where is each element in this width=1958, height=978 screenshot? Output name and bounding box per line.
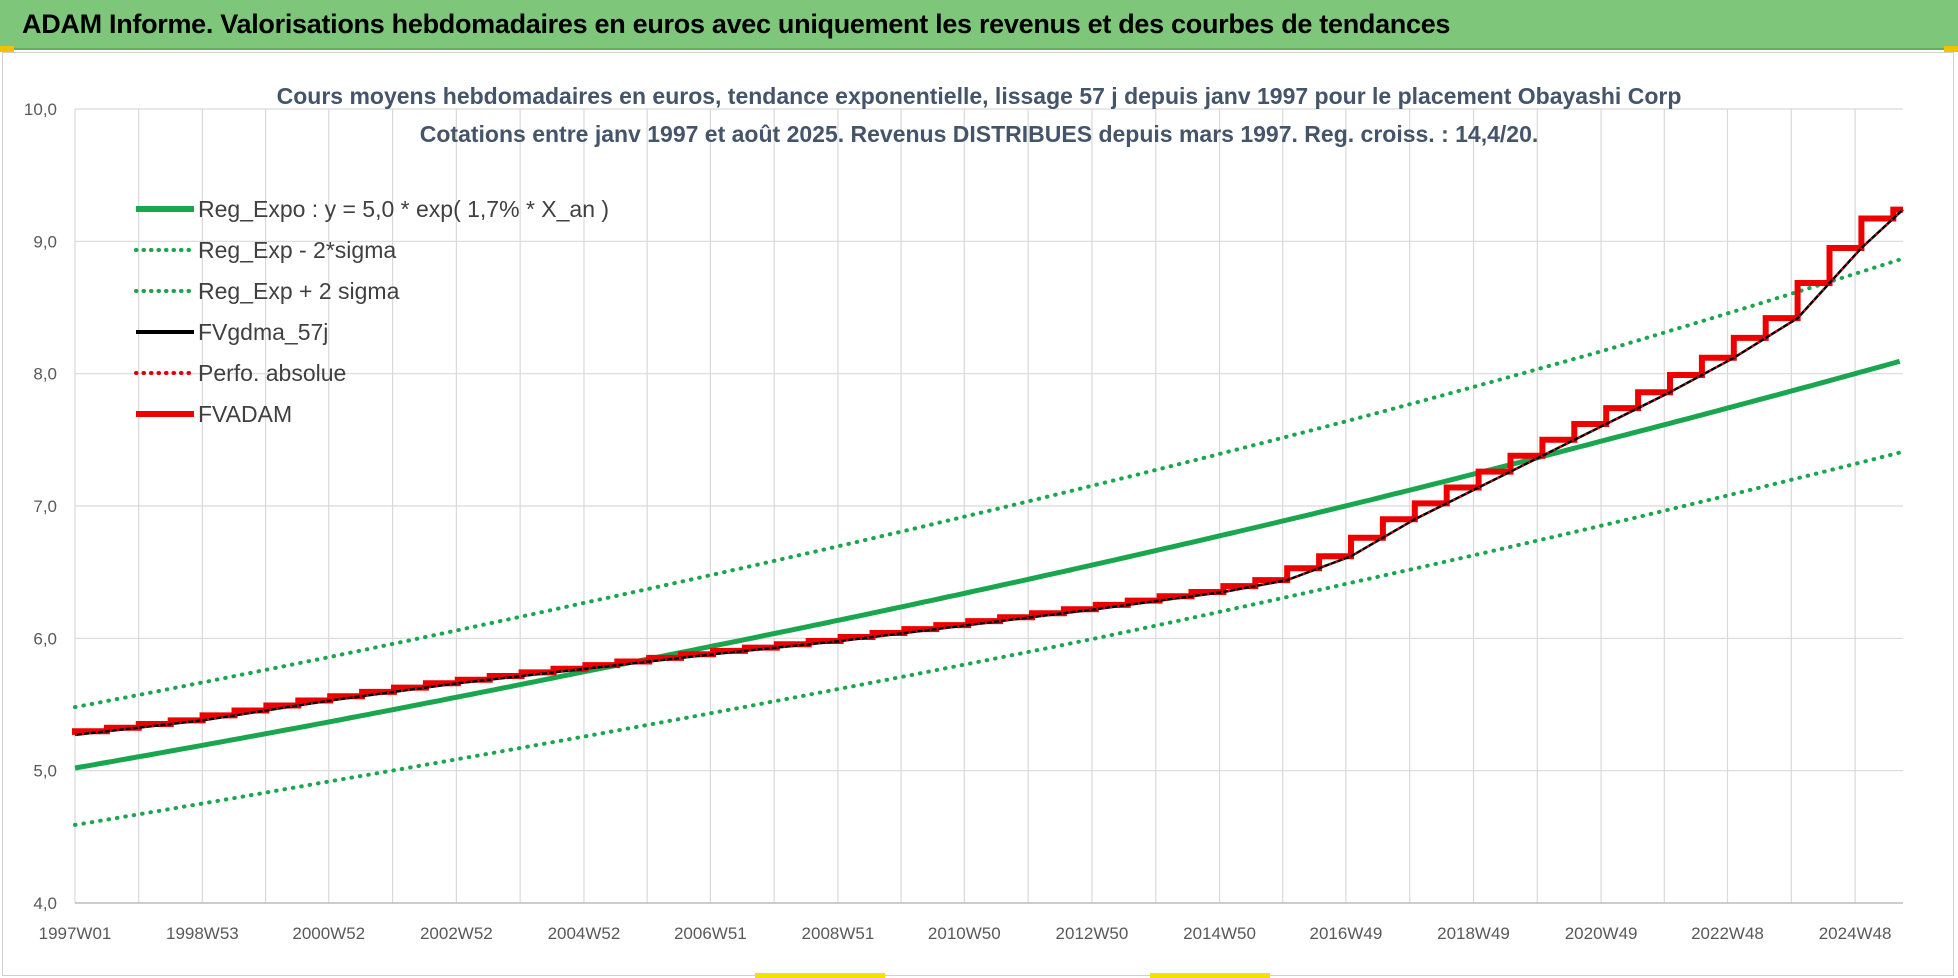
y-tick-label: 7,0 [33,497,57,516]
x-tick-label: 2022W48 [1691,924,1764,943]
x-tick-label: 2004W52 [548,924,621,943]
x-tick-label: 2016W49 [1310,924,1383,943]
x-tick-label: 2000W52 [292,924,365,943]
x-tick-label: 2014W50 [1183,924,1256,943]
chart-subtitle: Cotations entre janv 1997 et août 2025. … [420,121,1539,147]
header-banner: ADAM Informe. Valorisations hebdomadaire… [0,0,1958,50]
legend-label: Reg_Exp - 2*sigma [198,237,396,263]
x-axis-ticks: 1997W01 1998W53 2000W52 2002W52 2004W52 2006W… [39,924,1892,943]
y-tick-label: 5,0 [33,762,57,781]
y-tick-label: 6,0 [33,629,57,648]
x-tick-label: 2018W49 [1437,924,1510,943]
series-line-0 [74,358,1901,771]
x-tick-label: 2024W48 [1819,924,1892,943]
x-tick-label: 2008W51 [802,924,875,943]
chart-title: Cours moyens hebdomadaires en euros, ten… [277,83,1682,109]
corner-mark-left [0,46,14,52]
x-tick-label: 2020W49 [1565,924,1638,943]
x-tick-label: 1998W53 [166,924,239,943]
x-tick-label: 2010W50 [928,924,1001,943]
legend-label: Reg_Expo : y = 5,0 * exp( 1,7% * X_an ) [198,196,609,222]
chart-frame [2,52,1954,976]
x-tick-label: 2006W51 [674,924,747,943]
y-tick-label: 4,0 [33,894,57,913]
legend-label: Perfo. absolue [198,360,346,386]
y-tick-label: 9,0 [33,232,57,251]
y-axis-ticks: 4,0 5,0 6,0 7,0 8,0 9,0 10,0 [24,100,57,913]
series-group [72,206,1904,827]
bottom-mark-1 [755,973,885,978]
legend: Reg_Expo : y = 5,0 * exp( 1,7% * X_an ) R… [134,196,609,427]
x-tick-label: 1997W01 [39,924,112,943]
gridlines [74,108,1903,904]
x-tick-label: 2002W52 [420,924,493,943]
legend-label: FVADAM [198,401,292,427]
page-title: ADAM Informe. Valorisations hebdomadaire… [22,9,1451,39]
legend-label: FVgdma_57j [198,319,328,345]
legend-label: Reg_Exp + 2 sigma [198,278,400,304]
series-line-2 [73,257,1902,710]
series-line-3 [74,208,1904,737]
bottom-mark-2 [1150,973,1270,978]
y-tick-label: 10,0 [24,100,57,119]
x-tick-label: 2012W50 [1056,924,1129,943]
corner-mark-right [1944,46,1958,52]
y-tick-label: 8,0 [33,365,57,384]
series-line-1 [73,450,1902,827]
